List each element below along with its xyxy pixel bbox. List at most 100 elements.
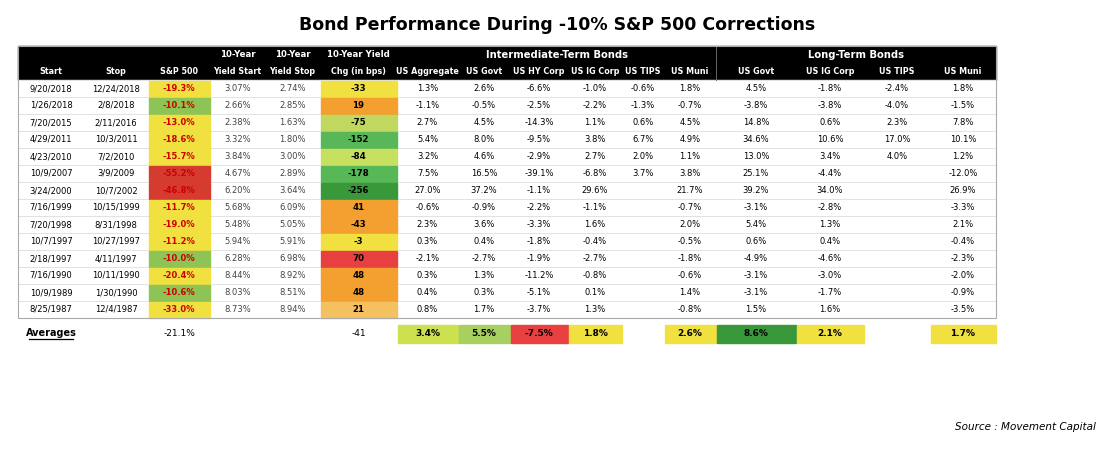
Text: 5.4%: 5.4% <box>745 220 766 229</box>
Text: -1.1%: -1.1% <box>583 203 607 212</box>
Text: -2.7%: -2.7% <box>472 254 496 263</box>
Text: Bond Performance During -10% S&P 500 Corrections: Bond Performance During -10% S&P 500 Cor… <box>299 16 815 34</box>
Text: 3.4%: 3.4% <box>820 152 841 161</box>
Text: -1.9%: -1.9% <box>527 254 551 263</box>
Text: 70: 70 <box>352 254 364 263</box>
Text: -2.7%: -2.7% <box>583 254 607 263</box>
Text: Start: Start <box>40 67 62 76</box>
Text: -0.7%: -0.7% <box>678 101 702 110</box>
Text: 2.6%: 2.6% <box>677 329 703 338</box>
Text: -0.7%: -0.7% <box>678 203 702 212</box>
Text: Long-Term Bonds: Long-Term Bonds <box>808 49 903 59</box>
Text: 2.1%: 2.1% <box>952 220 974 229</box>
Text: -11.7%: -11.7% <box>163 203 195 212</box>
Text: Yield Stop: Yield Stop <box>270 67 315 76</box>
Text: 3/9/2009: 3/9/2009 <box>97 169 135 178</box>
Text: -2.2%: -2.2% <box>583 101 607 110</box>
Text: US Govt: US Govt <box>737 67 774 76</box>
Bar <box>148 148 209 164</box>
Bar <box>321 98 397 114</box>
Text: 4.5%: 4.5% <box>473 118 495 127</box>
Text: -3.3%: -3.3% <box>527 220 551 229</box>
Text: 10/11/1990: 10/11/1990 <box>92 271 140 280</box>
Text: 8.03%: 8.03% <box>224 288 251 297</box>
Text: -10.0%: -10.0% <box>163 254 195 263</box>
Text: 8.44%: 8.44% <box>224 271 251 280</box>
Text: 1.3%: 1.3% <box>820 220 841 229</box>
Text: 3.8%: 3.8% <box>680 169 701 178</box>
Bar <box>148 233 209 250</box>
Text: -3: -3 <box>353 237 363 246</box>
Text: 1.80%: 1.80% <box>280 135 305 144</box>
Text: 10/9/2007: 10/9/2007 <box>30 169 72 178</box>
Text: 2.74%: 2.74% <box>280 84 305 93</box>
Text: -3.1%: -3.1% <box>744 288 769 297</box>
Text: -19.3%: -19.3% <box>163 84 195 93</box>
Text: 1.4%: 1.4% <box>680 288 701 297</box>
Text: 48: 48 <box>352 271 364 280</box>
Bar <box>930 325 996 342</box>
Bar <box>321 148 397 164</box>
Text: 26.9%: 26.9% <box>950 186 976 195</box>
Text: 1.6%: 1.6% <box>820 305 841 314</box>
Text: 5.91%: 5.91% <box>280 237 305 246</box>
Bar <box>321 132 397 148</box>
Text: Averages: Averages <box>26 329 77 339</box>
Bar <box>398 325 458 342</box>
Text: -18.6%: -18.6% <box>163 135 195 144</box>
Text: -1.1%: -1.1% <box>416 101 440 110</box>
Text: -0.4%: -0.4% <box>951 237 975 246</box>
Text: 7/20/1998: 7/20/1998 <box>30 220 72 229</box>
Text: 34.6%: 34.6% <box>743 135 770 144</box>
Text: US IG Corp: US IG Corp <box>570 67 619 76</box>
Text: 2/11/2016: 2/11/2016 <box>95 118 137 127</box>
Text: 7/2/2010: 7/2/2010 <box>97 152 135 161</box>
Text: 0.3%: 0.3% <box>473 288 495 297</box>
Text: -84: -84 <box>351 152 367 161</box>
Bar <box>148 285 209 301</box>
Text: US TIPS: US TIPS <box>879 67 915 76</box>
Text: -0.9%: -0.9% <box>472 203 496 212</box>
Bar <box>321 166 397 182</box>
Bar <box>321 233 397 250</box>
Text: -0.4%: -0.4% <box>583 237 607 246</box>
Text: 0.3%: 0.3% <box>417 237 438 246</box>
Text: 4/23/2010: 4/23/2010 <box>30 152 72 161</box>
Text: -0.8%: -0.8% <box>678 305 702 314</box>
Text: -1.8%: -1.8% <box>818 84 842 93</box>
Text: 0.8%: 0.8% <box>417 305 438 314</box>
Text: -0.8%: -0.8% <box>583 271 607 280</box>
Text: 8.94%: 8.94% <box>280 305 305 314</box>
Text: 8.73%: 8.73% <box>224 305 251 314</box>
Text: 25.1%: 25.1% <box>743 169 769 178</box>
Text: -2.5%: -2.5% <box>527 101 551 110</box>
Text: 1.1%: 1.1% <box>585 118 606 127</box>
Text: 1.2%: 1.2% <box>952 152 974 161</box>
Bar <box>148 132 209 148</box>
Text: Source : Movement Capital: Source : Movement Capital <box>955 422 1096 432</box>
Text: 0.3%: 0.3% <box>417 271 438 280</box>
Text: -2.3%: -2.3% <box>951 254 975 263</box>
Bar <box>148 217 209 232</box>
Text: 7/16/1990: 7/16/1990 <box>30 271 72 280</box>
Text: 7/16/1999: 7/16/1999 <box>30 203 72 212</box>
Text: -55.2%: -55.2% <box>163 169 195 178</box>
Text: 12/24/2018: 12/24/2018 <box>92 84 140 93</box>
Text: 2.89%: 2.89% <box>280 169 305 178</box>
Text: 0.6%: 0.6% <box>633 118 654 127</box>
Text: 10.6%: 10.6% <box>817 135 843 144</box>
Text: -11.2%: -11.2% <box>163 237 195 246</box>
Text: 48: 48 <box>352 288 364 297</box>
Text: 8/31/1998: 8/31/1998 <box>95 220 137 229</box>
Text: 1.8%: 1.8% <box>583 329 607 338</box>
Text: 3.4%: 3.4% <box>416 329 440 338</box>
Text: -21.1%: -21.1% <box>163 329 195 338</box>
Text: US Aggregate: US Aggregate <box>397 67 459 76</box>
Text: -4.6%: -4.6% <box>818 254 842 263</box>
Text: 4.0%: 4.0% <box>887 152 908 161</box>
Text: 0.4%: 0.4% <box>820 237 841 246</box>
Bar <box>18 46 996 318</box>
Bar <box>797 325 863 342</box>
Text: 3.6%: 3.6% <box>473 220 495 229</box>
Text: -1.1%: -1.1% <box>527 186 551 195</box>
